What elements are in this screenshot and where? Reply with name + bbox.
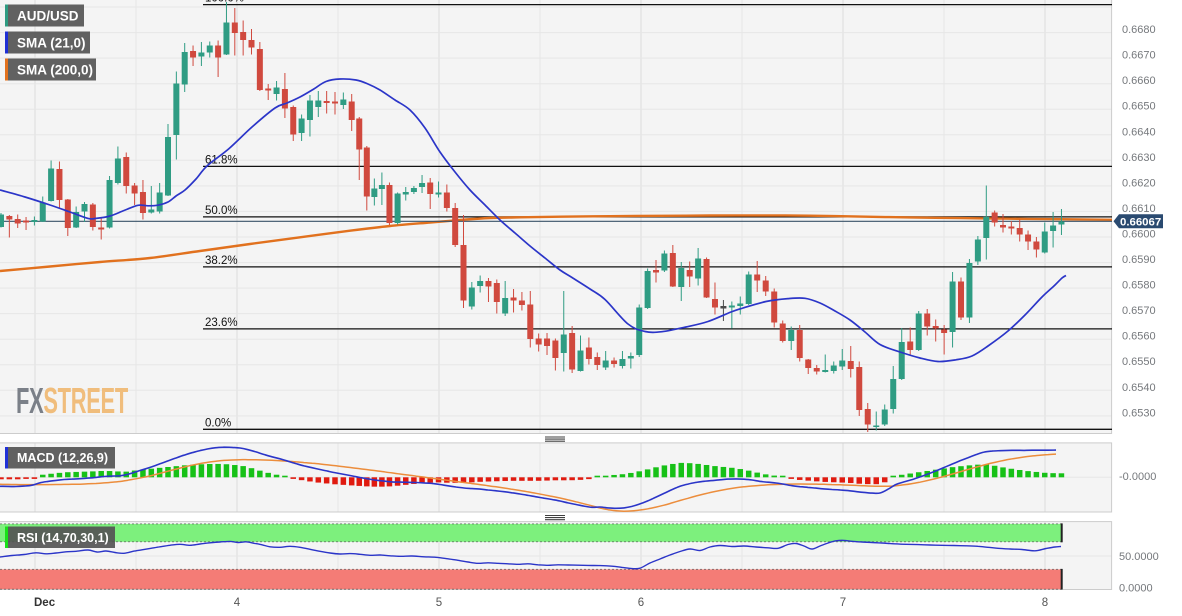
svg-text:23.6%: 23.6% xyxy=(205,317,238,329)
svg-text:6: 6 xyxy=(638,597,644,609)
svg-text:38.2%: 38.2% xyxy=(205,255,238,267)
svg-text:SMA (200,0): SMA (200,0) xyxy=(17,62,93,77)
svg-text:FXSTREET: FXSTREET xyxy=(16,381,129,421)
svg-text:Dec: Dec xyxy=(34,597,56,609)
svg-text:0.6660: 0.6660 xyxy=(1122,75,1156,87)
svg-text:0.6580: 0.6580 xyxy=(1122,280,1156,292)
svg-text:50.0000: 50.0000 xyxy=(1119,551,1159,563)
svg-text:0.6550: 0.6550 xyxy=(1122,356,1156,368)
svg-text:50.0%: 50.0% xyxy=(205,205,238,217)
svg-text:0.6670: 0.6670 xyxy=(1122,50,1156,62)
svg-text:100.0%: 100.0% xyxy=(205,0,244,5)
svg-text:RSI (14,70,30,1): RSI (14,70,30,1) xyxy=(17,531,109,545)
svg-text:-0.0000: -0.0000 xyxy=(1119,471,1156,483)
svg-text:0.0%: 0.0% xyxy=(205,417,231,429)
svg-text:0.6650: 0.6650 xyxy=(1122,101,1156,113)
svg-text:61.8%: 61.8% xyxy=(205,154,238,166)
svg-text:0.6680: 0.6680 xyxy=(1122,24,1156,36)
svg-text:0.6600: 0.6600 xyxy=(1122,229,1156,241)
svg-text:7: 7 xyxy=(840,597,846,609)
svg-text:0.6570: 0.6570 xyxy=(1122,305,1156,317)
svg-text:0.6530: 0.6530 xyxy=(1122,407,1156,419)
svg-text:0.6610: 0.6610 xyxy=(1122,203,1156,215)
svg-text:8: 8 xyxy=(1042,597,1048,609)
svg-text:4: 4 xyxy=(234,597,241,609)
svg-text:0.0000: 0.0000 xyxy=(1119,583,1153,595)
svg-text:SMA (21,0): SMA (21,0) xyxy=(17,35,86,50)
svg-text:0.6540: 0.6540 xyxy=(1122,382,1156,394)
svg-text:5: 5 xyxy=(436,597,442,609)
svg-text:0.6630: 0.6630 xyxy=(1122,152,1156,164)
svg-text:AUD/USD: AUD/USD xyxy=(17,8,79,23)
svg-text:0.6640: 0.6640 xyxy=(1122,126,1156,138)
svg-text:MACD (12,26,9): MACD (12,26,9) xyxy=(17,451,108,465)
svg-text:0.6560: 0.6560 xyxy=(1122,331,1156,343)
svg-text:0.6620: 0.6620 xyxy=(1122,177,1156,189)
svg-text:0.6590: 0.6590 xyxy=(1122,254,1156,266)
svg-text:0.66067: 0.66067 xyxy=(1120,216,1161,228)
